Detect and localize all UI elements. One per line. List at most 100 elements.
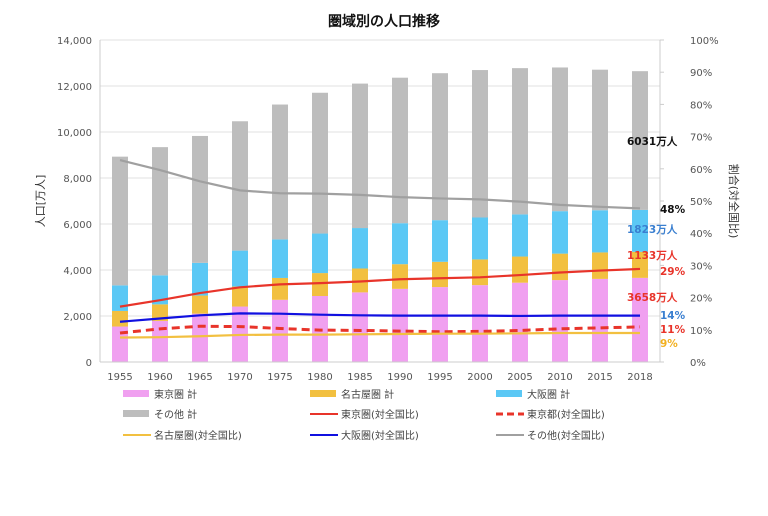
bar-segment-1 (472, 259, 488, 286)
x-tick-label: 1980 (307, 372, 332, 383)
y-tick-label: 8,000 (63, 174, 92, 185)
legend-label: その他 計 (154, 408, 197, 421)
bar-segment-1 (152, 304, 168, 321)
data-annotation: 9% (660, 338, 678, 350)
share-line-1 (119, 324, 641, 335)
bar-segment-0 (432, 287, 448, 362)
legend-label: 東京圏(対全国比) (341, 408, 419, 421)
bar-segment-2 (272, 239, 288, 278)
bar-segment-3 (352, 83, 368, 229)
data-annotation: 3658万人 (627, 291, 678, 304)
legend-swatch (310, 390, 336, 397)
x-tick-label: 1985 (347, 372, 372, 383)
legend-label: 東京圏 計 (154, 388, 197, 401)
bar-segment-0 (112, 326, 128, 362)
bar-segment-2 (192, 262, 208, 296)
y2-tick-label: 10% (690, 326, 712, 337)
bar-segment-1 (592, 252, 608, 279)
y-tick-label: 10,000 (57, 128, 92, 139)
y-axis-label: 人口[万人] (34, 175, 47, 228)
y2-tick-label: 40% (690, 229, 712, 240)
x-tick-label: 2010 (547, 372, 572, 383)
bar-segment-3 (392, 77, 408, 224)
bar-segment-0 (352, 292, 368, 362)
x-tick-label: 1970 (227, 372, 252, 383)
bar-segment-2 (232, 250, 248, 287)
y2-tick-label: 70% (690, 133, 712, 144)
legend-label: 大阪圏(対全国比) (341, 429, 419, 442)
legend-label: 東京都(対全国比) (527, 408, 605, 421)
bar-segment-0 (272, 299, 288, 362)
bar-segment-1 (192, 295, 208, 314)
y2-tick-label: 50% (690, 197, 712, 208)
chart-title: 圏域別の人口推移 (328, 13, 440, 30)
bar-segment-3 (272, 104, 288, 240)
x-tick-label: 1955 (107, 372, 132, 383)
x-tick-label: 2005 (507, 372, 532, 383)
bar-segment-0 (192, 313, 208, 362)
bar-segment-1 (272, 277, 288, 300)
y2-tick-label: 100% (690, 36, 719, 47)
legend-label: 大阪圏 計 (527, 388, 570, 401)
axes: 0 2,000 4,000 6,000 8,000 10,000 12,000 14,000 0… (57, 36, 719, 383)
legend-swatch (123, 410, 149, 417)
bar-segment-2 (392, 223, 408, 265)
data-annotation: 11% (660, 324, 686, 336)
share-lines (119, 159, 641, 339)
bar-segment-2 (552, 211, 568, 254)
bar-segment-2 (472, 217, 488, 260)
annotations: 6031万人 48% 1823万人 1133万人 29% 3658万人 14% 11% 9% (627, 135, 686, 350)
y-tick-label: 14,000 (57, 36, 92, 47)
y2-tick-label: 20% (690, 294, 712, 305)
y2-tick-label: 0% (690, 358, 706, 369)
y2-tick-label: 80% (690, 100, 712, 111)
bar-segment-3 (592, 69, 608, 211)
y-tick-label: 0 (86, 358, 92, 369)
bars (112, 67, 648, 362)
bar-segment-1 (392, 264, 408, 289)
bar-segment-1 (232, 286, 248, 307)
share-line-0 (119, 267, 641, 308)
bar-segment-2 (112, 285, 128, 311)
bar-segment-1 (552, 253, 568, 281)
bar-segment-2 (592, 210, 608, 253)
bar-segment-3 (112, 156, 128, 286)
x-tick-label: 2015 (587, 372, 612, 383)
bar-segment-2 (632, 209, 648, 252)
y-tick-label: 4,000 (63, 266, 92, 277)
legend-swatch (123, 390, 149, 397)
x-tick-label: 2018 (627, 372, 652, 383)
x-tick-label: 1995 (427, 372, 452, 383)
bar-segment-0 (552, 280, 568, 362)
y2-axis-label: 割合(対全国比) (727, 164, 741, 239)
y2-tick-label: 60% (690, 165, 712, 176)
y-tick-label: 12,000 (57, 82, 92, 93)
bar-segment-3 (472, 70, 488, 218)
y2-tick-label: 90% (690, 68, 712, 79)
bar-segment-0 (592, 278, 608, 362)
bar-segment-3 (312, 92, 328, 234)
legend-label: 名古屋圏(対全国比) (154, 429, 242, 442)
y2-tick-label: 30% (690, 261, 712, 272)
x-tick-label: 1975 (267, 372, 292, 383)
bar-segment-1 (512, 256, 528, 283)
bar-segment-0 (472, 285, 488, 362)
data-annotation: 14% (660, 310, 686, 322)
legend-label: その他(対全国比) (527, 429, 605, 442)
bar-segment-1 (112, 310, 128, 327)
x-tick-label: 1990 (387, 372, 412, 383)
legend-swatch (496, 390, 522, 397)
bar-segment-2 (352, 228, 368, 269)
bar-segment-1 (432, 261, 448, 288)
bar-segment-1 (632, 251, 648, 278)
bar-segment-3 (192, 135, 208, 263)
bar-segment-0 (512, 282, 528, 362)
bar-segment-1 (312, 273, 328, 296)
share-line-2 (119, 331, 640, 339)
gridlines (100, 39, 660, 317)
bar-segment-2 (312, 233, 328, 274)
x-tick-label: 1965 (187, 372, 212, 383)
data-annotation: 48% (660, 204, 686, 216)
data-annotation: 1133万人 (627, 249, 678, 262)
